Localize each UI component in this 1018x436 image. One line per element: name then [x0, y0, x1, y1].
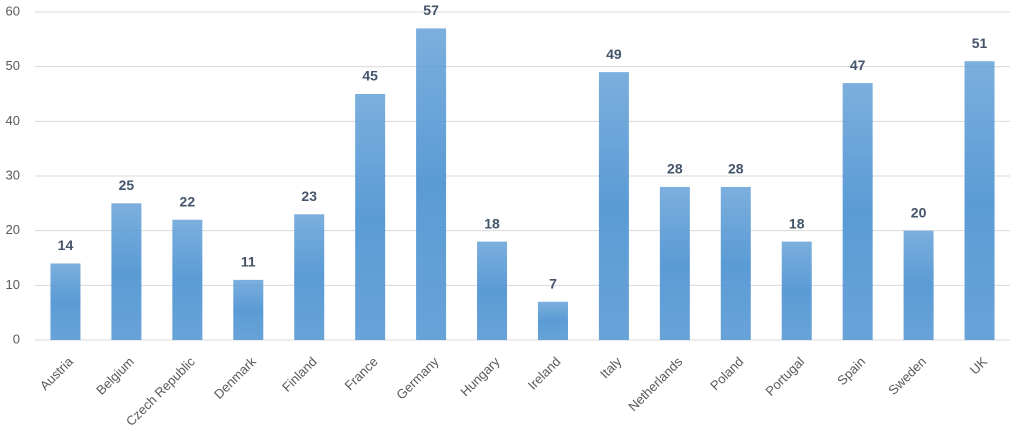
bar: [294, 214, 325, 340]
bar: [172, 219, 203, 340]
x-tick-label: Portugal: [762, 354, 807, 399]
x-tick-label: Austria: [37, 353, 77, 393]
x-tick-label: France: [341, 354, 380, 393]
y-tick-label: 0: [13, 331, 20, 346]
y-tick-label: 10: [6, 277, 20, 292]
bar: [842, 83, 873, 341]
data-label: 22: [180, 193, 196, 209]
x-tick-label: UK: [967, 354, 991, 378]
bar: [659, 186, 690, 340]
y-tick-label: 50: [6, 58, 20, 73]
data-label: 20: [911, 204, 927, 220]
bar: [111, 203, 142, 340]
x-tick-label: Netherlands: [625, 354, 686, 415]
x-tick-label: Ireland: [525, 354, 564, 393]
x-tick-label: Poland: [707, 354, 746, 393]
x-tick-label: Hungary: [457, 354, 503, 400]
bar: [50, 263, 81, 340]
data-label: 57: [423, 2, 439, 18]
data-label: 45: [362, 68, 378, 84]
bar: [477, 241, 508, 340]
data-label: 47: [850, 57, 866, 73]
y-tick-label: 30: [6, 167, 20, 182]
bar: [964, 61, 995, 340]
bar: [355, 94, 386, 340]
x-tick-label: Denmark: [211, 354, 259, 402]
bar: [903, 230, 934, 340]
data-label: 49: [606, 46, 622, 62]
y-tick-label: 20: [6, 222, 20, 237]
bar: [416, 28, 447, 341]
bar: [598, 72, 629, 340]
data-label: 7: [549, 275, 557, 291]
data-label: 28: [667, 161, 683, 177]
data-label: 23: [301, 188, 317, 204]
y-tick-label: 60: [6, 3, 20, 18]
bar: [781, 241, 812, 340]
data-label: 51: [972, 35, 988, 51]
bar: [720, 186, 751, 340]
y-tick-label: 40: [6, 113, 20, 128]
x-tick-label: Germany: [393, 354, 442, 403]
x-tick-label: Italy: [597, 354, 625, 382]
data-label: 25: [119, 177, 135, 193]
data-label: 14: [58, 237, 74, 253]
bar: [537, 301, 568, 340]
data-label: 18: [484, 215, 500, 231]
bar: [233, 279, 264, 340]
x-tick-label: Finland: [279, 354, 320, 395]
data-label: 18: [789, 215, 805, 231]
x-tick-label: Sweden: [885, 354, 929, 398]
x-tick-label: Belgium: [93, 354, 137, 398]
data-label: 28: [728, 161, 744, 177]
data-label: 11: [241, 254, 256, 270]
x-tick-label: Spain: [834, 354, 868, 388]
